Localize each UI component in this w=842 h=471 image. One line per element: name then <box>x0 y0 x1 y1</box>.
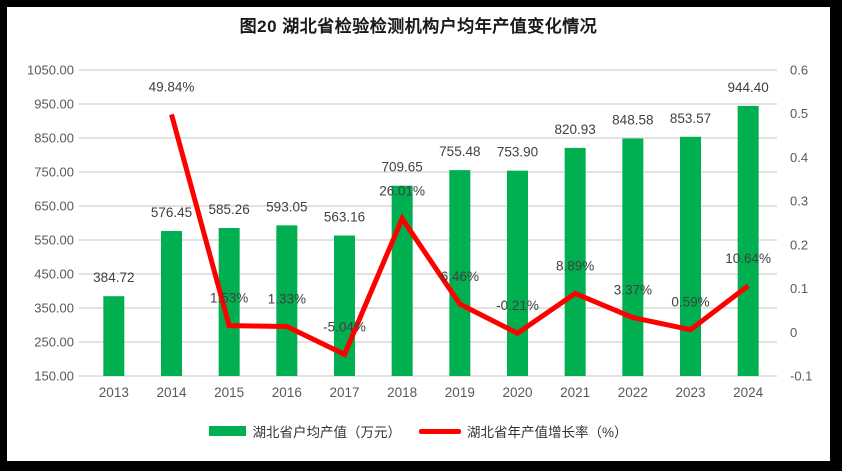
left-axis-tick-label: 450.00 <box>34 267 74 282</box>
line-value-label: 26.01% <box>379 184 425 199</box>
chart-legend: 湖北省户均产值（万元） 湖北省年产值增长率（%） <box>7 421 830 441</box>
x-axis-category-label: 2014 <box>156 385 187 400</box>
bar <box>564 147 586 376</box>
bar <box>507 170 528 376</box>
bar-value-label: 753.90 <box>497 145 538 160</box>
line-value-label: 10.64% <box>725 251 771 266</box>
left-axis-tick-label: 250.00 <box>34 335 74 350</box>
bar-value-label: 576.45 <box>151 205 192 220</box>
line-value-label: 49.84% <box>149 79 195 94</box>
bar <box>218 228 240 376</box>
x-axis-category-label: 2021 <box>560 385 590 400</box>
line-value-label: 0.59% <box>671 295 709 310</box>
left-axis-tick-label: 1050.00 <box>27 63 74 78</box>
bar <box>161 231 182 376</box>
line-value-label: -0.21% <box>496 298 539 313</box>
right-axis-tick-label: 0.5 <box>790 106 808 121</box>
bar-value-label: 755.48 <box>439 144 480 159</box>
bar-series-swatch-icon <box>209 426 247 436</box>
bar-value-label: 944.40 <box>728 80 769 95</box>
left-axis-tick-label: 850.00 <box>34 131 74 146</box>
bar-value-label: 820.93 <box>555 122 596 137</box>
legend-item-line-series: 湖北省年产值增长率（%） <box>418 421 628 441</box>
left-axis-tick-label: 750.00 <box>34 165 74 180</box>
bar-value-label: 585.26 <box>209 202 250 217</box>
bar <box>103 296 125 376</box>
legend-label-line-series: 湖北省年产值增长率（%） <box>466 425 628 440</box>
legend-item-bar-series: 湖北省户均产值（万元） <box>209 421 401 441</box>
bar-value-label: 593.05 <box>266 199 307 214</box>
bar-value-label: 853.57 <box>670 111 711 126</box>
x-axis-category-label: 2019 <box>445 385 475 400</box>
right-axis-tick-label: 0.3 <box>790 194 808 209</box>
bar-value-label: 848.58 <box>612 112 653 127</box>
right-axis-tick-label: -0.1 <box>790 369 812 384</box>
chart-canvas: 图20 湖北省检验检测机构户均年产值变化情况 1050.00 950.00 850.… <box>7 7 830 461</box>
bar-value-label: 384.72 <box>93 270 134 285</box>
left-axis-tick-label: 650.00 <box>34 199 74 214</box>
bar <box>622 138 644 376</box>
line-value-label: 6.46% <box>441 269 479 284</box>
x-axis-category-label: 2013 <box>99 385 129 400</box>
bar-value-label: 709.65 <box>382 160 423 175</box>
x-axis-category-label: 2024 <box>733 385 764 400</box>
line-value-label: 1.33% <box>268 291 306 306</box>
x-axis-category-label: 2017 <box>329 385 359 400</box>
line-value-label: 3.37% <box>614 283 652 298</box>
legend-label-bar-series: 湖北省户均产值（万元） <box>252 425 401 440</box>
x-axis-category-label: 2015 <box>214 385 244 400</box>
left-axis-tick-label: 350.00 <box>34 301 74 316</box>
bar <box>737 105 759 377</box>
right-axis-tick-label: 0.1 <box>790 281 808 296</box>
left-axis-tick-label: 150.00 <box>34 369 74 384</box>
bar <box>276 225 298 376</box>
line-value-label: 1.53% <box>210 291 248 306</box>
x-axis-category-label: 2023 <box>675 385 705 400</box>
line-series-swatch-icon <box>418 428 461 434</box>
right-axis-tick-label: 0.2 <box>790 237 808 252</box>
x-axis-category-label: 2018 <box>387 385 417 400</box>
line-value-label: 8.89% <box>556 258 594 273</box>
right-axis-tick-label: 0 <box>790 325 797 340</box>
chart-plot: 1050.00 950.00 850.00 750.00 650.00 550.00 450… <box>27 63 812 401</box>
bar-value-label: 563.16 <box>324 210 365 225</box>
line-series <box>169 113 750 358</box>
right-axis-tick-label: 0.4 <box>790 150 808 165</box>
right-axis-tick-label: 0.6 <box>790 63 808 78</box>
left-axis-tick-label: 950.00 <box>34 97 74 112</box>
bar <box>680 136 701 376</box>
x-axis-category-label: 2020 <box>502 385 532 400</box>
line-value-label: -5.04% <box>323 319 366 334</box>
chart-title: 图20 湖北省检验检测机构户均年产值变化情况 <box>239 17 598 36</box>
left-axis-tick-label: 550.00 <box>34 233 74 248</box>
bar <box>449 170 471 376</box>
x-axis-category-label: 2016 <box>272 385 302 400</box>
x-axis-category-label: 2022 <box>618 385 648 400</box>
